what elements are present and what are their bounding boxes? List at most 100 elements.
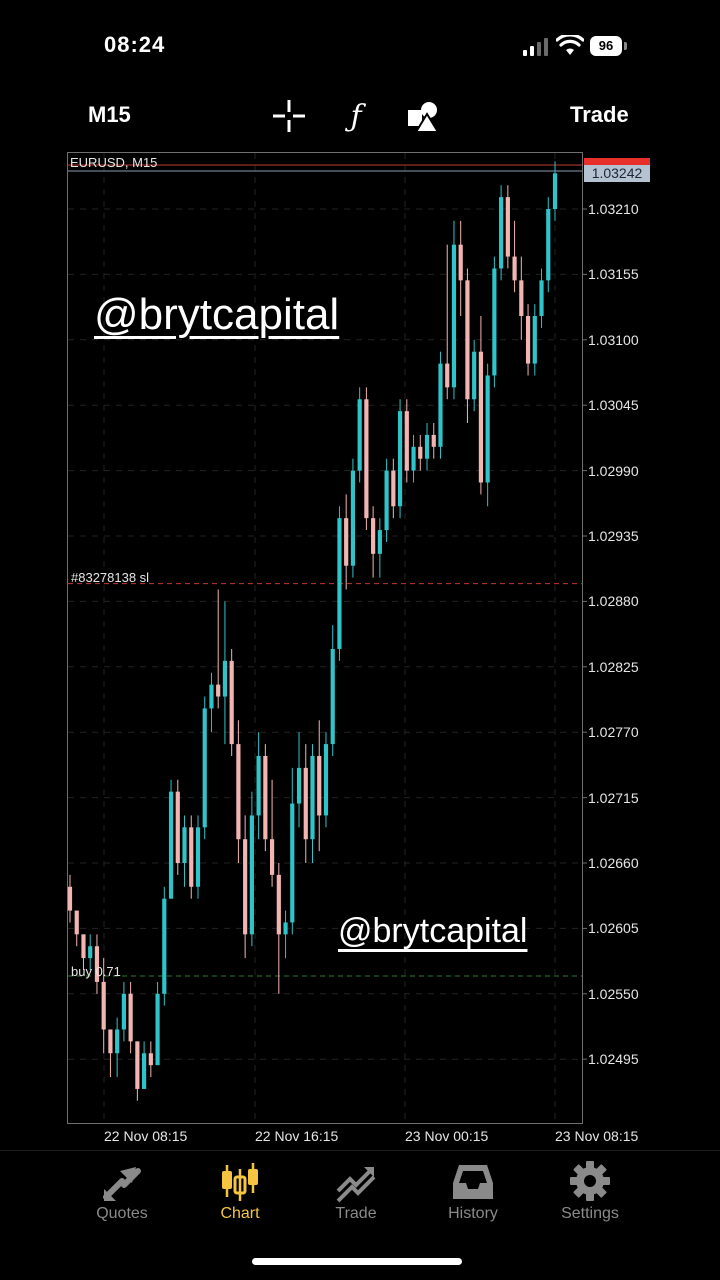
candle-body [424, 434, 430, 459]
candle-body [148, 1053, 153, 1066]
trade-trend-icon [336, 1167, 376, 1203]
candle-body [101, 981, 106, 1030]
watermark-large: @brytcapital [94, 290, 340, 339]
y-tick-label: 1.03210 [588, 201, 639, 217]
candlestick-chart-icon [222, 1163, 258, 1201]
tab-settings[interactable]: Settings [535, 1159, 645, 1223]
candle-body [142, 1053, 147, 1089]
candle-body [162, 898, 167, 994]
candle-body [499, 197, 504, 269]
y-tick-label: 1.02550 [588, 985, 639, 1002]
chart-symbol-title: EURUSD, M15 [70, 155, 158, 170]
candle-body [431, 434, 436, 447]
candle-body [404, 411, 409, 471]
candle-body [485, 375, 490, 483]
gear-icon [570, 1161, 610, 1201]
candle-body [323, 744, 329, 816]
bottom-tab-bar: Quotes Chart Trade History [0, 1150, 720, 1231]
candle-body [465, 280, 470, 400]
candle-body [303, 767, 308, 840]
candle-body [155, 993, 160, 1066]
chart-toolbar: M15 ƒ Trade [0, 92, 720, 140]
candle-body [296, 767, 302, 804]
status-bar: 08:24 96 [0, 0, 720, 90]
tab-settings-label: Settings [561, 1205, 619, 1222]
candle-body [81, 934, 86, 959]
battery-level: 96 [590, 36, 622, 56]
candle-body [492, 268, 497, 376]
candle-body [337, 518, 342, 649]
candle-body [391, 470, 396, 507]
crosshair-icon[interactable] [271, 98, 307, 134]
y-tick-label: 1.02825 [588, 658, 639, 675]
candle-body [411, 446, 416, 471]
candle-body [472, 351, 477, 400]
y-tick-label: 1.02715 [588, 789, 639, 806]
candle-body [445, 363, 450, 388]
candle-body [330, 648, 335, 745]
wifi-icon [556, 35, 584, 55]
candle-body [512, 256, 517, 281]
candle-body [175, 791, 180, 863]
candle-body [478, 351, 483, 483]
watermark-small: @brytcapital [338, 912, 528, 950]
candle-body [290, 803, 295, 923]
candle-body [418, 446, 423, 459]
candle-body [364, 399, 369, 519]
candle-body [552, 173, 558, 209]
x-tick-label: 22 Nov 16:15 [255, 1128, 339, 1144]
candle-body [182, 827, 187, 863]
y-tick-label: 1.02880 [588, 593, 639, 610]
candle-body [222, 660, 228, 697]
candle-body [108, 1029, 113, 1054]
y-tick-label: 1.02495 [588, 1051, 639, 1068]
candle-body [115, 1029, 120, 1054]
candle-body [256, 755, 261, 816]
candle-body [67, 886, 73, 911]
function-icon[interactable]: ƒ [338, 98, 374, 134]
candle-body [377, 530, 382, 554]
candle-body [438, 363, 443, 447]
tab-trade-label: Trade [335, 1205, 377, 1222]
candle-body [168, 791, 174, 899]
candle-body [229, 660, 234, 745]
candle-body [135, 1041, 140, 1089]
quotes-arrows-icon [103, 1167, 141, 1201]
candle-body [283, 922, 288, 935]
tab-chart[interactable]: Chart [185, 1159, 295, 1223]
price-chart[interactable] [67, 152, 583, 1124]
current-price-label: 1.03242 [584, 165, 650, 182]
candle-body [276, 874, 281, 935]
tab-quotes[interactable]: Quotes [67, 1159, 177, 1223]
candle-body [209, 684, 214, 709]
y-tick-label: 1.03045 [588, 397, 639, 414]
candle-body [263, 755, 268, 840]
candle-body [357, 399, 362, 471]
timeframe-button[interactable]: M15 [88, 102, 131, 127]
candle-body [310, 755, 315, 840]
cellular-signal-icon [523, 38, 548, 56]
candle-body [243, 839, 248, 935]
battery-icon: 96 [590, 36, 628, 58]
chart-canvas[interactable] [0, 0, 720, 1150]
candle-body [202, 708, 207, 828]
candle-body [532, 316, 537, 364]
status-time: 08:24 [104, 32, 166, 57]
candle-body [344, 518, 349, 566]
candle-body [458, 244, 463, 281]
candle-body [94, 946, 100, 982]
candle-body [397, 411, 403, 507]
y-tick-label: 1.02935 [588, 528, 639, 544]
candle-body [216, 684, 221, 697]
x-tick-label: 22 Nov 08:15 [104, 1128, 188, 1144]
tab-chart-label: Chart [220, 1205, 260, 1222]
tab-trade[interactable]: Trade [301, 1159, 411, 1223]
inbox-history-icon [453, 1165, 493, 1199]
trade-button[interactable]: Trade [570, 102, 629, 127]
y-tick-label: 1.02605 [588, 920, 639, 937]
objects-icon[interactable] [405, 98, 441, 134]
candle-body [249, 815, 254, 935]
tab-history[interactable]: History [418, 1159, 528, 1223]
candle-body [74, 910, 79, 935]
buy-order-label: buy 0.71 [71, 964, 121, 979]
